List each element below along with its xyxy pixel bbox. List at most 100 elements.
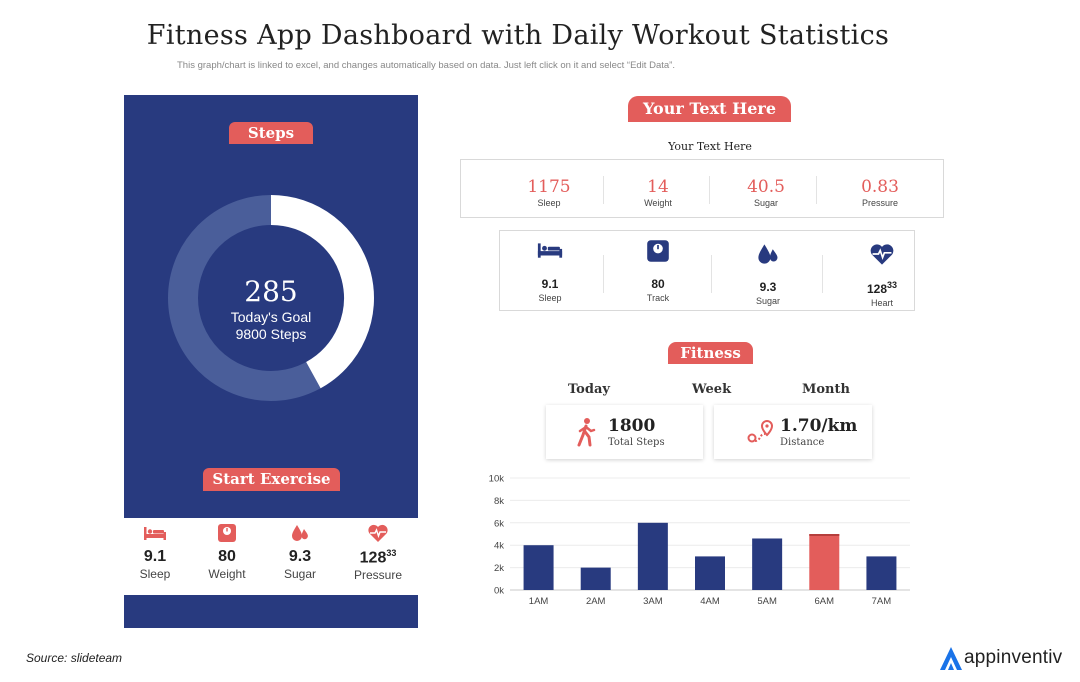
y-tick-label: 6k [494, 518, 504, 529]
bed-icon [500, 239, 600, 265]
icon-stat-sugar: 9.3 Sugar [718, 242, 818, 306]
page-title: Fitness App Dashboard with Daily Workout… [146, 20, 890, 51]
metric-sugar: 40.5 Sugar [712, 177, 820, 208]
brand-name: appinventiv [964, 647, 1063, 668]
metric-value: 14 [647, 177, 669, 197]
icon-stat-track: 80 Track [608, 239, 708, 303]
stat-label: Sugar [755, 296, 781, 306]
tab-week[interactable]: Week [692, 382, 732, 397]
stat-value: 80 [651, 277, 665, 291]
scale-icon [190, 523, 264, 545]
route-pin-icon [747, 419, 775, 450]
goal-value: 9800 Steps [235, 326, 307, 342]
steps-label: Steps [229, 122, 313, 144]
start-exercise-button[interactable]: Start Exercise [203, 468, 340, 491]
total-steps-label: Total Steps [608, 437, 665, 448]
metric-value: 0.83 [861, 177, 899, 197]
icon-stat-heart: 12833 Heart [832, 242, 932, 308]
distance-card: 1.70/km Distance [714, 405, 872, 459]
distance-value: 1.70/km [780, 416, 858, 436]
stat-value: 12833 [866, 280, 898, 296]
ring-progress-arc [270, 195, 374, 389]
stat-label: Sleep [139, 567, 171, 581]
x-tick-label: 1AM [529, 596, 549, 607]
x-tick-label: 7AM [872, 596, 892, 607]
fitness-label: Fitness [668, 342, 753, 364]
metric-weight: 14 Weight [604, 177, 712, 208]
heart-pulse-icon [341, 523, 415, 545]
brand-logo: appinventiv [938, 645, 1068, 675]
stat-label: Weight [208, 567, 246, 581]
bed-icon [118, 523, 192, 545]
distance-label: Distance [780, 437, 825, 448]
y-tick-label: 4k [494, 541, 504, 552]
stat-value: 9.1 [541, 277, 559, 291]
bar-2AM [580, 567, 611, 590]
heart-pulse-icon [832, 242, 932, 268]
metric-label: Sleep [537, 198, 561, 208]
bar-7AM [866, 556, 897, 590]
y-tick-label: 0k [494, 586, 504, 597]
divider [603, 255, 604, 293]
your-text-subheader: Your Text Here [668, 140, 752, 153]
total-steps-card: 1800 Total Steps [546, 405, 703, 459]
bar-5AM [752, 538, 783, 590]
metric-value: 40.5 [747, 177, 785, 197]
hourly-steps-bar-chart: 0k 2k 4k 6k 8k 10k 1AM 2AM 3AM 4AM 5AM 6AM 7AM [489, 474, 910, 607]
phone-panel: Steps 285 Today's Goal 9800 Steps Start … [124, 95, 418, 628]
metric-value: 1175 [527, 177, 571, 197]
drops-icon [263, 523, 337, 545]
stat-label: Heart [870, 298, 893, 308]
divider [816, 176, 817, 204]
steps-progress-ring [168, 195, 374, 401]
y-tick-label: 8k [494, 496, 504, 507]
bar-4AM [695, 556, 725, 590]
y-tick-label: 10k [489, 474, 505, 485]
stat-value: 12833 [359, 548, 397, 567]
stat-label: Sleep [538, 293, 562, 303]
walking-person-icon [574, 417, 598, 452]
total-steps-value: 1800 [608, 416, 656, 436]
your-text-header: Your Text Here [628, 96, 791, 122]
x-tick-label: 6AM [815, 596, 835, 607]
goal-label: Today's Goal [230, 309, 312, 325]
x-tick-label: 5AM [757, 596, 777, 607]
icon-stat-sleep: 9.1 Sleep [500, 239, 600, 303]
phone-stat-weight: 80 Weight [190, 523, 264, 581]
x-tick-label: 3AM [643, 596, 663, 607]
metric-label: Sugar [753, 198, 779, 208]
stat-label: Pressure [353, 568, 403, 583]
brand-a-icon [940, 647, 962, 670]
metric-label: Pressure [861, 198, 898, 208]
bar-3AM [637, 522, 668, 590]
phone-stat-pressure: 12833 Pressure [341, 523, 415, 582]
stat-label: Sugar [283, 567, 317, 581]
steps-value: 285 [244, 275, 298, 308]
metric-pressure: 0.83 Pressure [826, 177, 934, 208]
y-tick-label: 2k [494, 563, 504, 574]
x-tick-label: 4AM [700, 596, 720, 607]
steps-readout: 285 Today's Goal 9800 Steps [166, 193, 376, 403]
x-tick-label: 2AM [586, 596, 606, 607]
metric-sleep: 1175 Sleep [495, 177, 603, 208]
page-subtitle: This graph/chart is linked to excel, and… [177, 60, 675, 71]
tab-month[interactable]: Month [802, 382, 850, 397]
stat-value: 80 [218, 548, 236, 565]
divider [709, 176, 710, 204]
metrics-box: 1175 Sleep 14 Weight 40.5 Sugar 0.83 Pre… [460, 159, 944, 218]
source-note: Source: slideteam [26, 651, 123, 665]
bar-6AM [809, 534, 840, 590]
scale-icon [608, 239, 708, 265]
bar-highlight-cap [809, 534, 840, 536]
bar-1AM [523, 545, 554, 590]
divider [711, 255, 712, 293]
phone-stat-sugar: 9.3 Sugar [263, 523, 337, 581]
icon-stats-box: 9.1 Sleep 80 Track 9.3 Sugar 12833 Heart [499, 230, 915, 311]
divider [822, 255, 823, 293]
divider [603, 176, 604, 204]
tab-today[interactable]: Today [568, 382, 610, 397]
stat-value: 9.3 [288, 548, 312, 565]
phone-stat-sleep: 9.1 Sleep [118, 523, 192, 581]
stat-value: 9.1 [143, 548, 167, 565]
stat-value: 9.3 [759, 280, 777, 294]
